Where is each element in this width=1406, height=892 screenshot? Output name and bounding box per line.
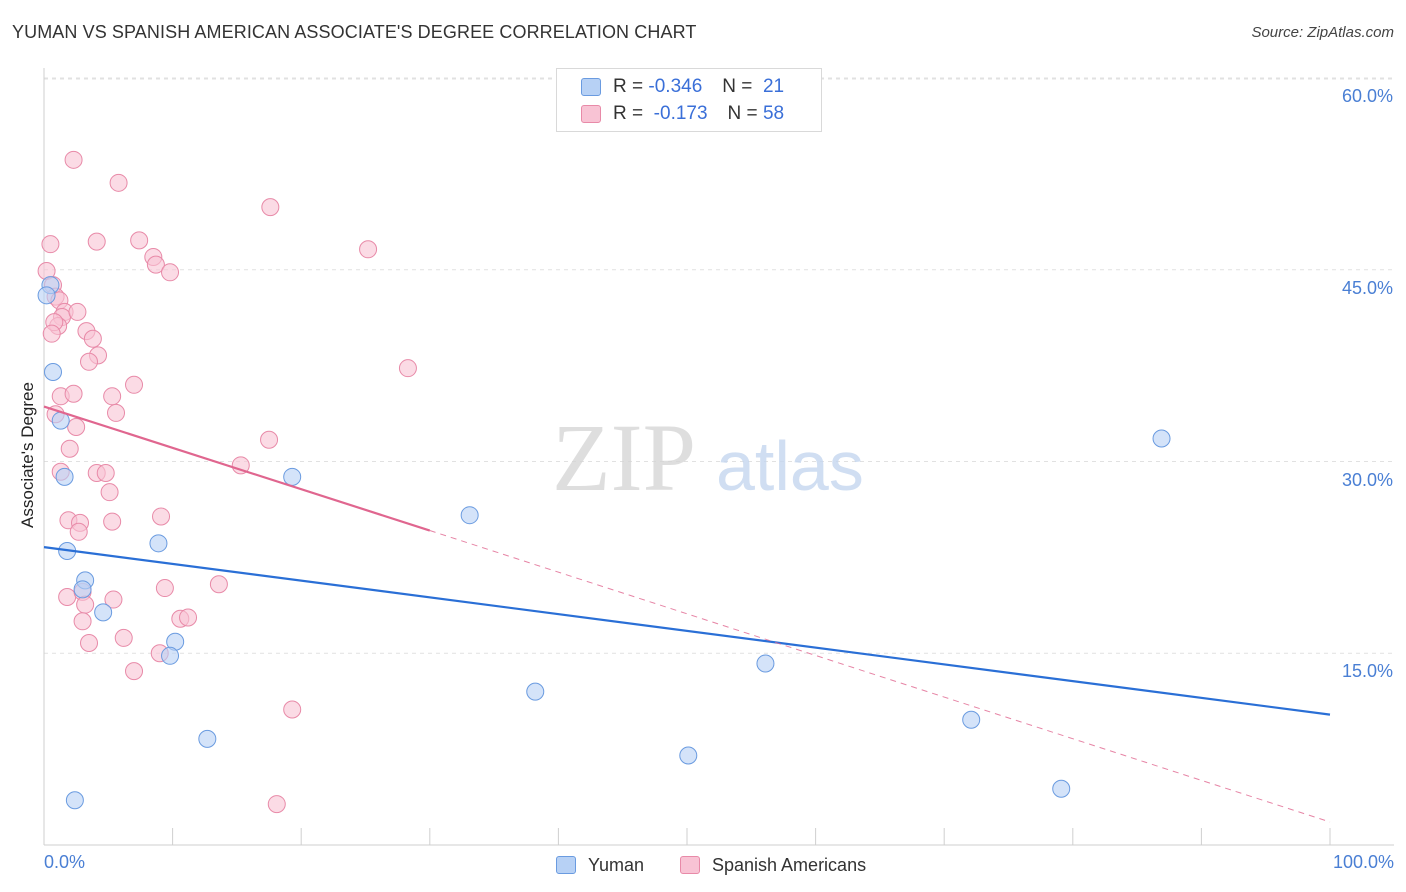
spanish-point-42	[152, 507, 171, 526]
spanish-point-33	[398, 359, 417, 378]
yuman-legend-label: Yuman	[588, 854, 645, 875]
spanish-r-value: -0.173	[653, 103, 708, 124]
legend-item-spanish: Spanish Americans	[680, 852, 866, 878]
spanish-point-37	[231, 456, 250, 475]
spanish-point-48	[155, 579, 174, 598]
yuman-point-12	[198, 729, 217, 748]
spanish-point-16	[161, 263, 180, 282]
spanish-r-label: R =	[613, 103, 644, 124]
spanish-point-21	[83, 329, 102, 348]
yuman-r-value: -0.346	[648, 76, 703, 97]
yuman-legend-swatch	[556, 856, 576, 874]
y-tick-label-30: 30.0%	[1341, 469, 1393, 490]
spanish-point-43	[69, 522, 88, 541]
yuman-point-19	[962, 710, 981, 729]
spanish-point-11	[109, 173, 128, 192]
spanish-point-53	[80, 634, 99, 653]
yuman-point-14	[283, 467, 302, 486]
gridlines	[44, 77, 1394, 654]
spanish-point-30	[67, 417, 86, 436]
spanish-point-46	[76, 595, 95, 614]
yuman-swatch	[581, 78, 601, 96]
spanish-point-38	[100, 483, 119, 502]
correlation-legend: R = -0.346 N = 21 R = -0.173 N = 58	[556, 68, 822, 132]
yuman-trend-line	[43, 546, 1331, 716]
spanish-point-26	[64, 384, 83, 403]
x-tick-label-min: 0.0%	[44, 852, 86, 872]
source-label: Source: ZipAtlas.com	[1251, 24, 1394, 41]
yuman-point-4	[55, 467, 74, 486]
spanish-point-12	[87, 232, 106, 251]
watermark-zip: ZIP	[552, 404, 696, 511]
yuman-point-13	[65, 791, 84, 810]
yuman-point-17	[679, 746, 698, 765]
spanish-legend-label: Spanish Americans	[712, 854, 867, 875]
spanish-point-57	[283, 700, 302, 719]
spanish-point-1	[41, 235, 60, 254]
watermark-atlas: atlas	[716, 427, 864, 505]
yuman-r-label: R =	[613, 76, 644, 97]
watermark: ZIP atlas	[552, 404, 864, 511]
spanish-point-49	[209, 575, 228, 594]
yuman-point-8	[94, 603, 113, 622]
legend-row-yuman: R = -0.346 N = 21	[581, 75, 784, 99]
spanish-point-13	[130, 231, 149, 250]
spanish-point-44	[58, 588, 77, 607]
spanish-point-58	[267, 795, 286, 814]
legend-row-spanish: R = -0.173 N = 58	[581, 102, 784, 126]
spanish-point-24	[125, 375, 144, 394]
spanish-point-9	[42, 324, 61, 343]
spanish-point-41	[103, 512, 122, 531]
spanish-swatch	[581, 105, 601, 123]
yuman-points	[37, 276, 1171, 810]
x-tick-label-max: 100.0%	[1332, 852, 1394, 872]
spanish-trend-line	[43, 405, 431, 532]
spanish-point-10	[64, 150, 83, 169]
spanish-point-19	[68, 302, 87, 321]
yuman-point-20	[1052, 779, 1071, 798]
spanish-point-23	[80, 352, 99, 371]
yuman-point-1	[37, 286, 56, 305]
yuman-point-11	[161, 646, 180, 665]
yuman-point-15	[460, 506, 479, 525]
yuman-point-9	[149, 534, 168, 553]
yuman-point-2	[44, 363, 63, 382]
spanish-point-56	[125, 662, 144, 681]
spanish-point-50	[73, 612, 92, 631]
spanish-point-36	[96, 464, 115, 483]
spanish-point-17	[261, 198, 280, 217]
chart-title: YUMAN VS SPANISH AMERICAN ASSOCIATE'S DE…	[12, 22, 697, 42]
yuman-n-label: N =	[722, 76, 753, 97]
yuman-point-7	[73, 580, 92, 599]
spanish-point-32	[260, 430, 279, 449]
spanish-point-47	[104, 590, 123, 609]
y-tick-label-45: 45.0%	[1341, 277, 1393, 298]
spanish-americans-points	[37, 150, 417, 814]
spanish-n-label: N =	[727, 103, 758, 124]
spanish-point-27	[103, 387, 122, 406]
spanish-legend-swatch	[680, 856, 700, 874]
yuman-point-21	[1152, 429, 1171, 448]
yuman-point-16	[526, 682, 545, 701]
y-tick-label-60: 60.0%	[1341, 86, 1393, 106]
yuman-point-18	[756, 654, 775, 673]
spanish-point-18	[359, 240, 378, 259]
spanish-point-15	[146, 255, 165, 274]
spanish-point-54	[114, 628, 133, 647]
axes	[43, 68, 1394, 846]
y-tick-label-15: 15.0%	[1341, 661, 1393, 682]
spanish-n-value: 58	[762, 103, 785, 124]
spanish-trend-extension	[429, 530, 1331, 823]
spanish-point-52	[179, 608, 198, 627]
legend-item-yuman: Yuman	[556, 852, 644, 878]
spanish-point-31	[60, 439, 79, 458]
yuman-n-value: 21	[762, 76, 785, 97]
spanish-point-28	[107, 403, 126, 422]
trend-lines	[43, 405, 1331, 823]
